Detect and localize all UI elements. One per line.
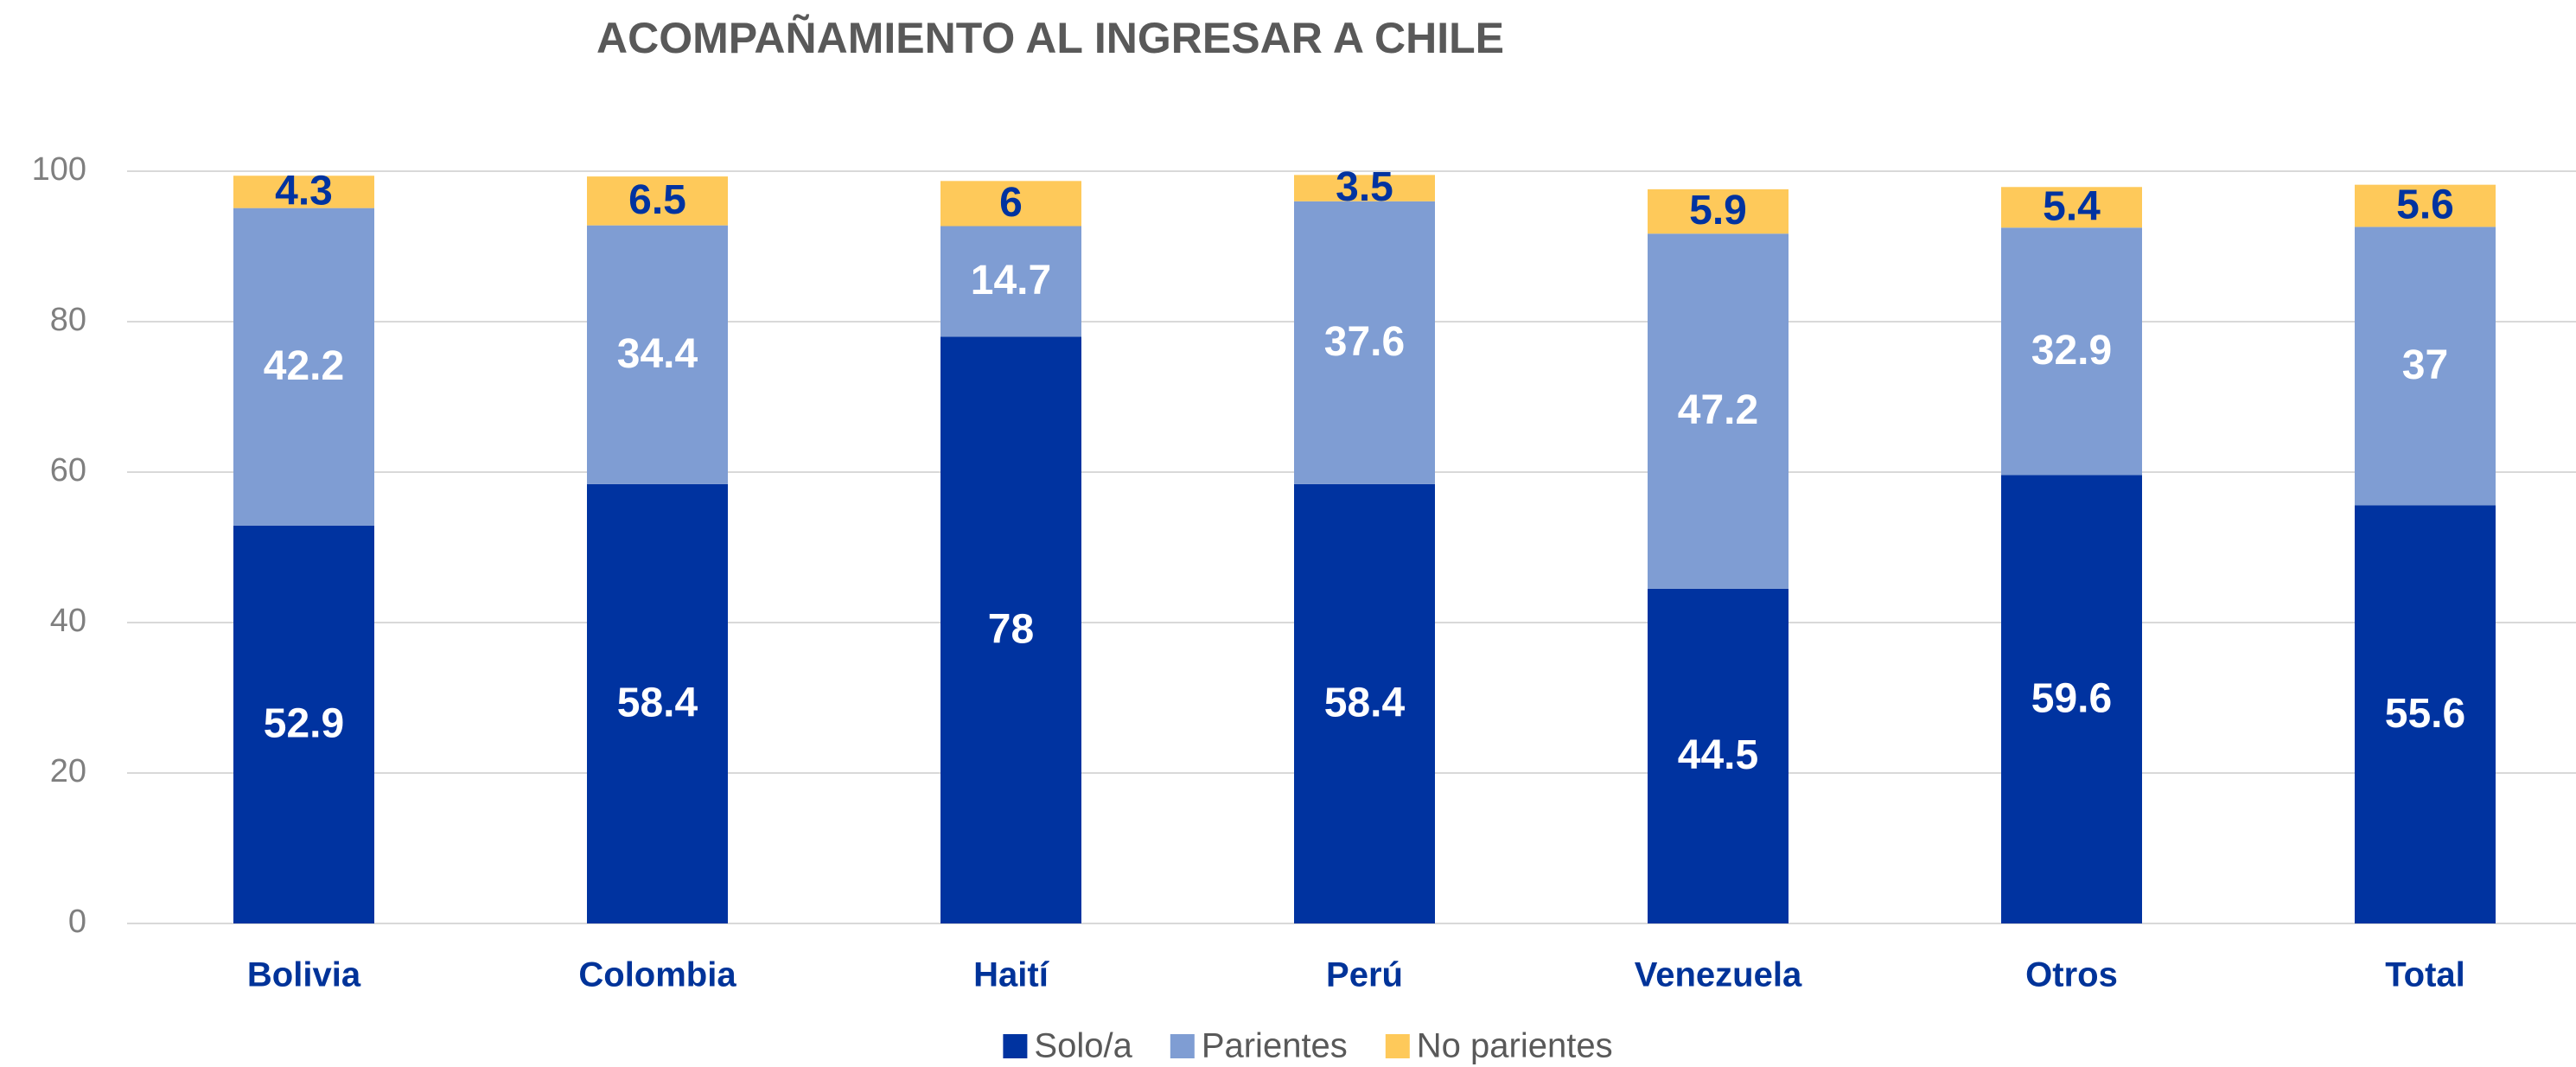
x-tick-label: Perú	[1326, 956, 1403, 994]
bar-segment	[587, 483, 728, 923]
bar-segment	[233, 208, 374, 526]
bar-segment	[587, 225, 728, 484]
x-tick-label: Haití	[973, 956, 1050, 994]
data-label: 14.7	[971, 258, 1051, 303]
bar-segment	[233, 176, 374, 208]
data-label: 3.5	[1336, 164, 1393, 210]
data-label: 5.6	[2396, 182, 2454, 228]
x-tick-label: Colombia	[578, 956, 736, 994]
y-tick-label: 40	[50, 603, 86, 639]
bar-segment	[1294, 201, 1435, 484]
y-tick-label: 60	[50, 452, 86, 489]
bar-segment	[587, 176, 728, 226]
y-tick-label: 20	[50, 753, 86, 789]
data-label: 37	[2402, 342, 2448, 388]
bar-segment	[2001, 187, 2142, 228]
bar-segment	[1294, 175, 1435, 201]
data-label: 42.2	[264, 343, 344, 389]
bar-segment	[2001, 475, 2142, 923]
data-label: 59.6	[2031, 675, 2112, 721]
chart-title: ACOMPAÑAMIENTO AL INGRESAR A CHILE	[596, 14, 1504, 62]
bar-segment	[233, 525, 374, 923]
bar-segment	[1648, 188, 1789, 234]
x-tick-label: Bolivia	[247, 956, 361, 994]
legend-swatch	[1003, 1034, 1028, 1058]
legend-swatch	[1170, 1034, 1195, 1058]
data-label: 5.9	[1689, 188, 1747, 233]
data-label: 58.4	[1324, 680, 1406, 726]
data-label: 78	[988, 606, 1034, 652]
bar-segment	[1648, 233, 1789, 589]
data-label: 47.2	[1678, 387, 1758, 433]
x-tick-label: Otros	[2025, 956, 2118, 994]
y-tick-label: 100	[32, 151, 86, 188]
data-label: 34.4	[617, 331, 698, 377]
legend-label: Solo/a	[1034, 1027, 1132, 1065]
x-tick-label: Total	[2385, 956, 2465, 994]
legend-label: Parientes	[1202, 1027, 1348, 1065]
data-label: 4.3	[275, 169, 333, 214]
bar-segment	[2355, 505, 2496, 923]
bar-segment	[940, 226, 1081, 337]
data-label: 52.9	[264, 701, 344, 747]
bar-segment	[2001, 227, 2142, 476]
data-label: 6.5	[628, 177, 686, 223]
data-label: 58.4	[617, 680, 698, 726]
bar-segment	[1648, 588, 1789, 923]
data-label: 44.5	[1678, 732, 1758, 778]
data-label: 37.6	[1324, 319, 1405, 365]
data-label: 5.4	[2043, 183, 2101, 229]
x-tick-label: Venezuela	[1635, 956, 1802, 994]
data-label: 6	[999, 180, 1023, 226]
bar-segment	[2355, 184, 2496, 227]
data-label: 32.9	[2031, 328, 2112, 374]
data-label: 55.6	[2385, 691, 2465, 737]
legend-label: No parientes	[1417, 1027, 1613, 1065]
bar-segment	[940, 181, 1081, 227]
bar-segment	[940, 336, 1081, 923]
y-tick-label: 0	[68, 904, 86, 940]
bar-segment	[2355, 227, 2496, 506]
legend-swatch	[1385, 1034, 1410, 1058]
bar-segment	[1294, 483, 1435, 923]
y-tick-label: 80	[50, 302, 86, 338]
